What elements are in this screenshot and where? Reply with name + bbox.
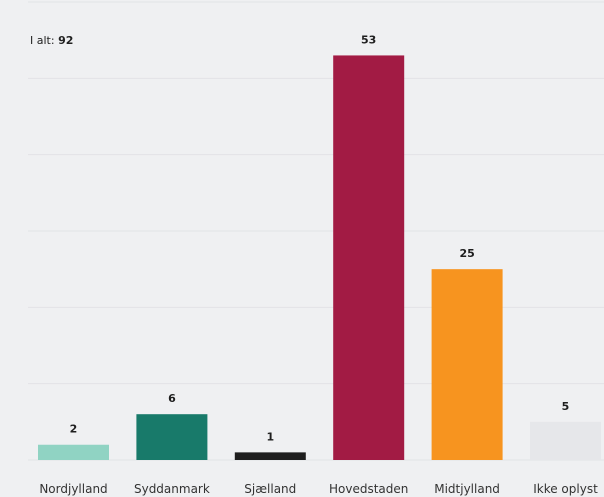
category-label: Nordjylland: [39, 482, 107, 496]
category-label: Midtjylland: [434, 482, 500, 496]
value-label: 5: [562, 400, 570, 413]
bar-syddanmark[interactable]: [136, 414, 208, 460]
bar-sjælland[interactable]: [234, 452, 306, 460]
category-labels: Nordjylland Syddanmark Sjælland Hovedstaden…: [39, 482, 598, 496]
bar-nordjylland[interactable]: [38, 444, 109, 460]
bar-hovedstaden[interactable]: [333, 55, 405, 460]
value-label: 6: [168, 392, 176, 405]
gridlines: [28, 1, 604, 461]
value-label: 25: [459, 247, 474, 260]
value-label: 2: [70, 423, 78, 436]
value-labels: 2 6 1 53 25 5: [70, 33, 570, 443]
bar-midtjylland[interactable]: [431, 269, 503, 460]
category-label: Hovedstaden: [329, 482, 408, 496]
category-label: Syddanmark: [134, 482, 210, 496]
bars: [38, 55, 601, 460]
category-label: Ikke oplyst: [533, 482, 598, 496]
value-label: 1: [266, 430, 274, 443]
total-value: 92: [58, 34, 74, 47]
category-label: Sjælland: [244, 482, 296, 496]
total-label-text: I alt:: [30, 34, 55, 47]
bar-ikke-oplyst[interactable]: [530, 421, 601, 460]
total-label: I alt: 92: [30, 34, 73, 47]
value-label: 53: [361, 33, 376, 46]
